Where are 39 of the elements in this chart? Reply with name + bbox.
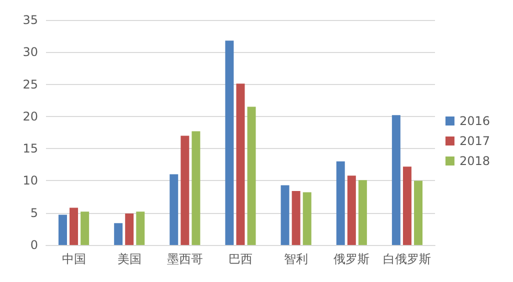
bar [336, 161, 345, 245]
bar [402, 166, 412, 245]
bar [114, 223, 123, 245]
legend-label: 2017 [459, 134, 490, 148]
y-tick-label: 5 [30, 206, 38, 220]
y-tick-label: 35 [22, 13, 38, 27]
legend-label: 2016 [459, 114, 490, 128]
bar [347, 176, 356, 245]
y-tick-label: 15 [22, 142, 38, 156]
bar [302, 192, 312, 245]
bar [80, 212, 90, 245]
y-tick-label: 0 [30, 238, 38, 252]
bar [236, 84, 245, 245]
legend-label: 2018 [459, 154, 490, 168]
y-tick-label: 30 [22, 45, 38, 60]
bar [180, 136, 190, 245]
y-tick-label: 25 [22, 77, 38, 92]
y-tick-label: 20 [22, 109, 38, 124]
x-tick-label: 白俄罗斯 [383, 252, 432, 266]
x-tick-label: 中国 [62, 252, 86, 266]
bar [414, 180, 422, 245]
x-tick-label: 智利 [284, 252, 308, 266]
y-tick-label: 10 [22, 174, 38, 188]
x-tick-label: 美国 [117, 252, 142, 266]
bar [358, 180, 367, 245]
bar [70, 208, 78, 245]
bar [247, 106, 256, 245]
x-tick-label: 俄罗斯 [334, 252, 370, 266]
bar [192, 131, 200, 245]
bar [125, 214, 134, 245]
bar [392, 115, 400, 245]
bar [292, 191, 300, 245]
x-tick-label: 墨西哥 [166, 252, 203, 266]
x-tick-label: 巴西 [228, 252, 252, 266]
bar [170, 174, 178, 245]
bar [280, 185, 290, 245]
bar [136, 212, 145, 245]
bar [225, 40, 234, 245]
bar [58, 214, 67, 245]
